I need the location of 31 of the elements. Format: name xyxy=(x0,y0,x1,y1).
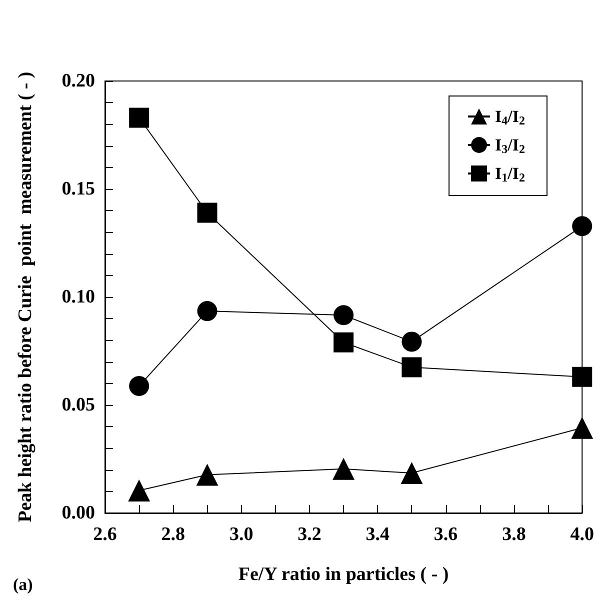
y-tick-label: 0.15 xyxy=(62,178,95,200)
point xyxy=(572,216,592,236)
point xyxy=(402,332,422,352)
text: (a) xyxy=(13,575,33,594)
point xyxy=(128,480,150,502)
point xyxy=(334,332,354,352)
x-tick-label: 3.2 xyxy=(298,524,322,545)
point xyxy=(129,108,150,128)
point xyxy=(571,416,594,439)
x-axis-title: Fe/Y ratio in particles ( - ) xyxy=(238,564,449,585)
point xyxy=(400,462,423,484)
y-tick-label: 0.00 xyxy=(62,502,95,524)
point xyxy=(196,464,218,486)
x-tick-label: 3.8 xyxy=(502,524,526,545)
point xyxy=(129,376,150,396)
point xyxy=(572,366,592,387)
text: 4.0 xyxy=(570,524,594,545)
x-tick-label: 3.6 xyxy=(434,524,458,545)
x-tick-label: 2.6 xyxy=(93,524,117,545)
point xyxy=(334,305,354,326)
x-tick-label: 3.4 xyxy=(366,524,390,545)
point xyxy=(332,458,355,480)
point xyxy=(402,357,422,378)
y-tick-label: 0.05 xyxy=(62,394,95,416)
x-tick-label: 2.8 xyxy=(161,524,186,545)
y-tick-label: 0.20 xyxy=(62,70,95,92)
y-axis-title: Peak height ratio before Curie point measurement ( - ) xyxy=(15,72,36,522)
point xyxy=(197,301,218,322)
y-tick-label: 0.10 xyxy=(62,286,95,308)
point xyxy=(197,202,218,223)
text: 3.0 xyxy=(229,524,254,545)
